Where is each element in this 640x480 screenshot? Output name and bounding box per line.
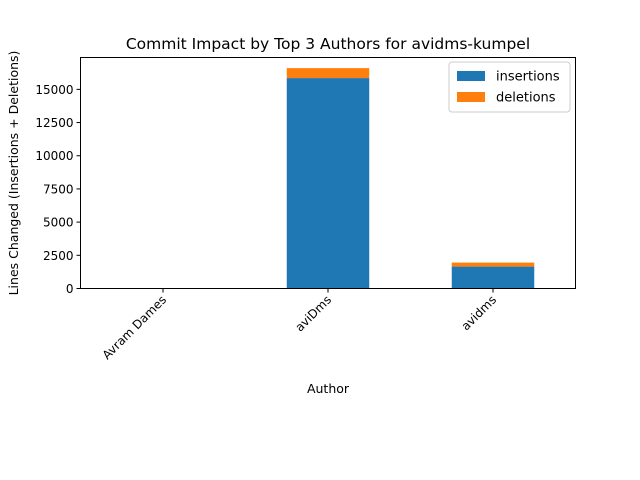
plot-frame [80, 57, 576, 289]
y-tick-label-1: 2500 [43, 249, 74, 263]
bar-insertions-1 [286, 78, 370, 289]
y-tick-label-6: 15000 [35, 83, 73, 97]
y-tick-label-0: 0 [66, 282, 74, 296]
bar-deletions-1 [286, 68, 370, 79]
y-tick-label-5: 12500 [35, 116, 73, 130]
legend-swatch-insertions [457, 71, 485, 81]
legend-label-deletions: deletions [496, 91, 556, 106]
legend: insertions deletions [448, 61, 571, 113]
bars-group [121, 68, 535, 289]
bar-insertions-2 [451, 266, 535, 289]
legend-label-insertions: insertions [496, 70, 560, 85]
y-tick-label-3: 7500 [43, 182, 74, 196]
x-axis-label: Author [307, 381, 350, 396]
y-axis: 0 2500 5000 7500 10000 12500 15000 [35, 83, 81, 296]
y-tick-label-4: 10000 [35, 149, 73, 163]
chart-title: Commit Impact by Top 3 Authors for avidm… [126, 35, 530, 53]
legend-swatch-deletions [457, 92, 485, 102]
bar-deletions-2 [451, 262, 535, 267]
y-tick-label-2: 5000 [43, 216, 74, 230]
y-axis-label: Lines Changed (Insertions + Deletions) [6, 51, 21, 296]
